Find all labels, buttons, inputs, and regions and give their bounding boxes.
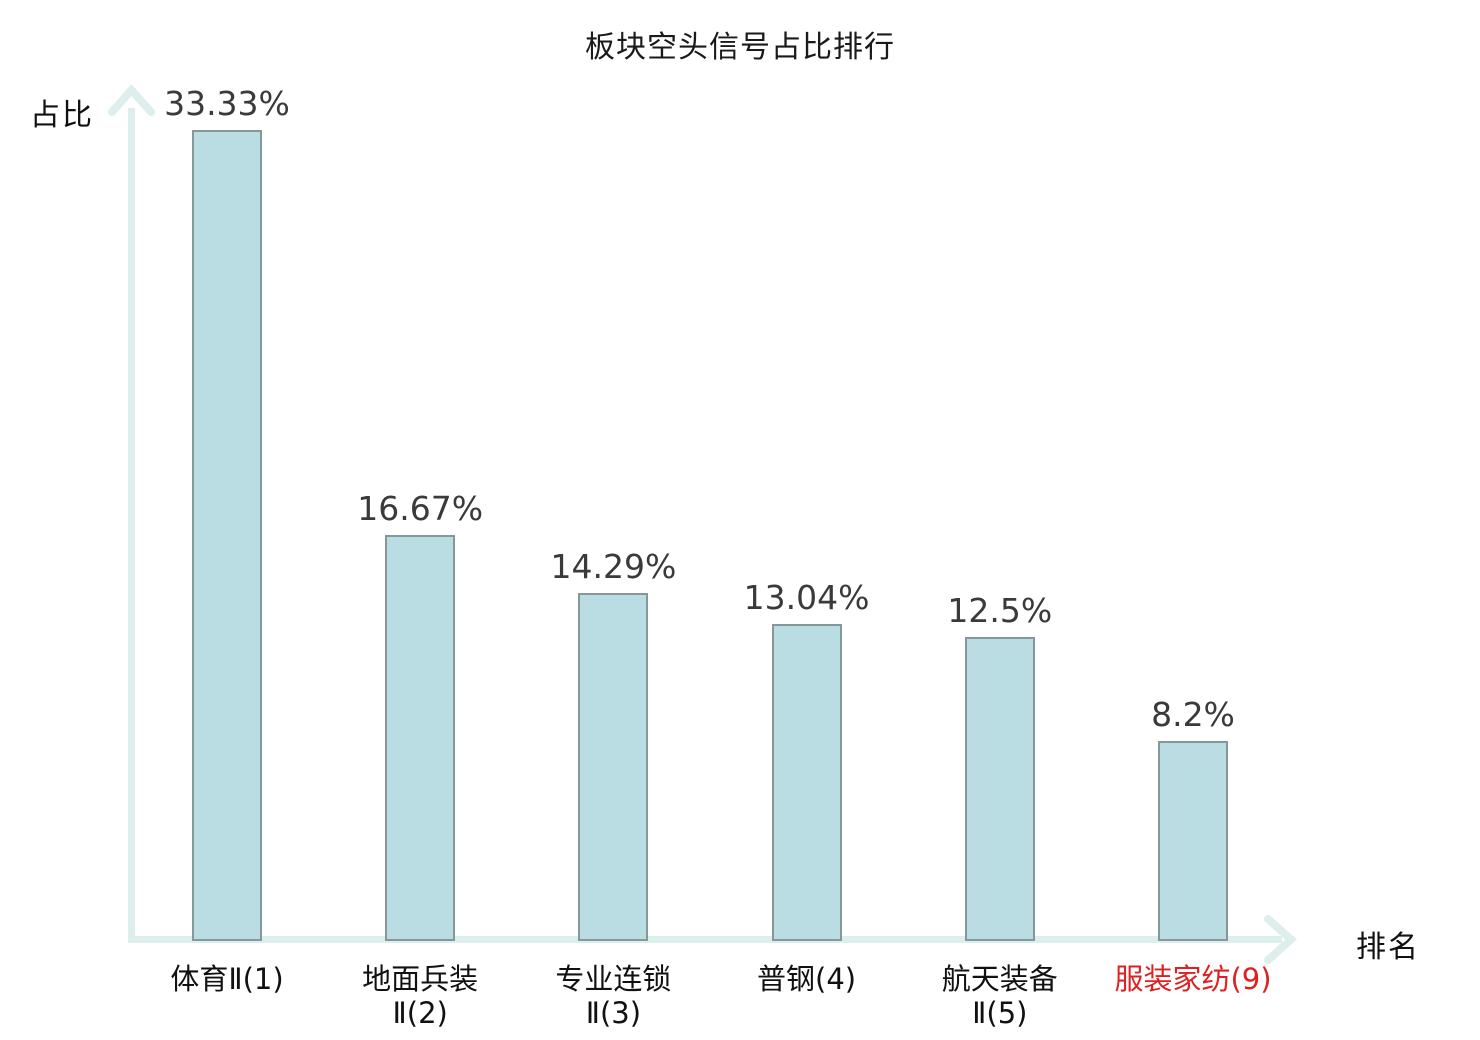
bar [771,624,842,941]
x-axis-label: 排名 [1356,930,1420,965]
category-label: 地面兵装 Ⅱ(2) [362,962,479,1030]
bar [578,593,649,941]
value-label: 14.29% [550,547,677,586]
category-label: 服装家纺(9) [1114,962,1272,996]
bar [192,130,262,941]
y-axis-arrow-icon [108,83,155,116]
category-label: 体育Ⅱ(1) [170,962,284,996]
value-label: 33.33% [164,84,290,123]
value-label: 12.5% [947,591,1053,630]
bar [385,535,456,941]
value-label: 8.2% [1151,695,1235,734]
chart-title: 板块空头信号占比排行 [585,30,895,65]
bar [1158,741,1228,941]
value-label: 13.04% [743,578,870,617]
x-axis-arrow-icon [1264,915,1298,964]
bar [964,637,1035,941]
value-label: 16.67% [357,489,484,528]
category-label: 航天装备 Ⅱ(5) [941,962,1058,1030]
category-label: 专业连锁 Ⅱ(3) [555,962,672,1030]
y-axis-label: 占比 [30,98,94,133]
category-label: 普钢(4) [757,962,857,996]
